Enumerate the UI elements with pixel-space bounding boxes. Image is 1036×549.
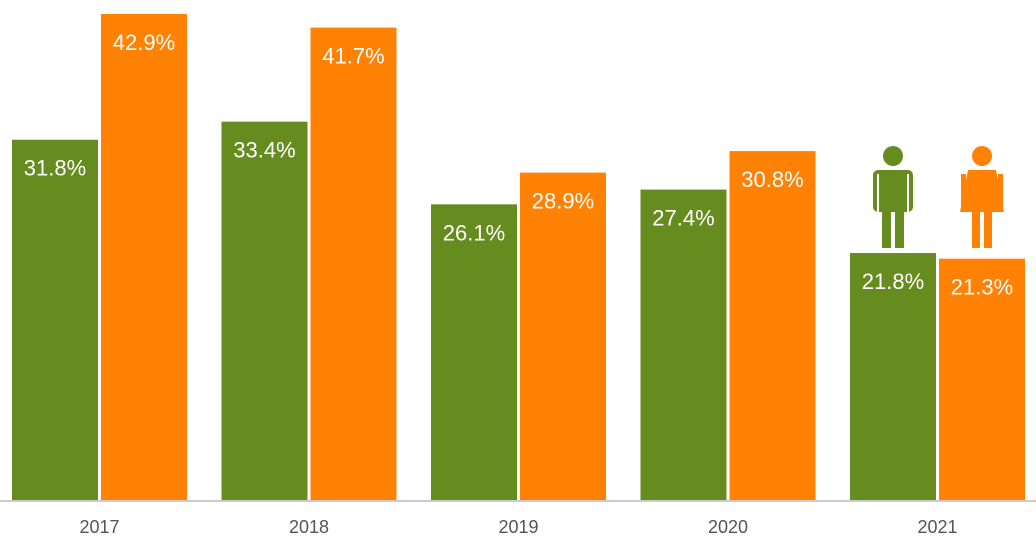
data-labels-layer: 31.8% 42.9% 33.4% 41.7% 26.1% 28.9% 27.4% 30.8%… (24, 30, 1013, 300)
x-tick-label-2020: 2020 (708, 517, 748, 537)
female-figure-arm-left (961, 174, 966, 208)
bar-2019-series-1 (520, 172, 606, 501)
x-tick-label-2019: 2019 (498, 517, 538, 537)
bar-2021-series-1 (939, 258, 1025, 500)
data-label-2021-series-0: 21.8% (862, 269, 924, 294)
bar-2020-series-0 (640, 189, 727, 500)
female-figure-dress (960, 170, 1004, 212)
male-figure-leg-right (895, 208, 904, 248)
data-label-2018-series-0: 33.4% (233, 138, 295, 163)
female-figure-leg-left (972, 208, 980, 248)
data-label-2018-series-1: 41.7% (322, 44, 384, 69)
data-label-2017-series-0: 31.8% (24, 156, 86, 181)
bar-2018-series-0 (221, 121, 308, 500)
male-figure-icon (873, 146, 913, 248)
bar-2020-series-1 (729, 151, 816, 501)
data-label-2019-series-1: 28.9% (532, 189, 594, 214)
data-label-2017-series-1: 42.9% (113, 30, 175, 55)
bar-2017-series-1 (101, 14, 187, 500)
data-label-2019-series-0: 26.1% (443, 220, 505, 245)
bar-2017-series-0 (12, 139, 98, 501)
bars-layer (12, 14, 1025, 501)
data-label-2021-series-1: 21.3% (951, 275, 1013, 300)
x-tick-labels-layer: 2017 2018 2019 2020 2021 (79, 517, 957, 537)
bar-2018-series-1 (310, 27, 397, 500)
bar-2021-series-0 (850, 253, 936, 500)
data-label-2020-series-1: 30.8% (741, 167, 803, 192)
bar-2019-series-0 (431, 204, 517, 500)
female-figure-arm-right (998, 174, 1003, 208)
male-figure-torso (873, 170, 913, 212)
x-tick-label-2018: 2018 (289, 517, 329, 537)
female-figure-icon (960, 146, 1004, 248)
male-figure-head (883, 146, 903, 166)
female-figure-head (972, 146, 992, 166)
data-label-2020-series-0: 27.4% (652, 206, 714, 231)
x-tick-label-2017: 2017 (79, 517, 119, 537)
male-figure-arm-gap-left (877, 174, 879, 212)
legend-icons-layer (873, 146, 1004, 248)
male-figure-leg-left (882, 208, 891, 248)
x-tick-label-2021: 2021 (917, 517, 957, 537)
male-figure-arm-gap-right (907, 174, 909, 212)
female-figure-leg-right (984, 208, 992, 248)
